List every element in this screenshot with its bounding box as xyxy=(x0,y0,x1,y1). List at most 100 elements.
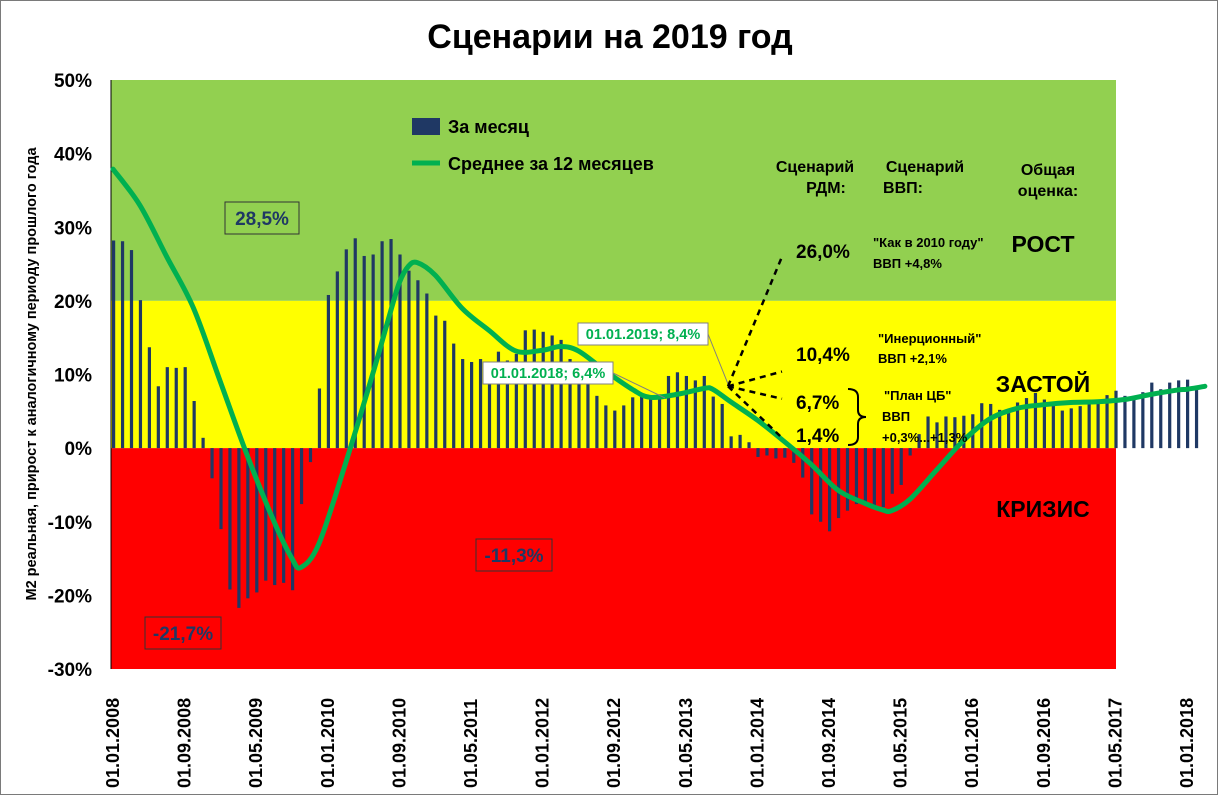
header-rdm-1: Сценарий xyxy=(776,159,854,176)
bar-month xyxy=(1141,392,1145,449)
callout-2019: 01.01.2019; 8,4% xyxy=(586,327,701,343)
bar-month xyxy=(210,448,214,479)
bar-month xyxy=(863,448,867,506)
bar-month xyxy=(1060,410,1064,449)
bar-month xyxy=(1096,401,1100,449)
bar-month xyxy=(487,361,492,449)
bar-month xyxy=(425,293,429,449)
bar-month xyxy=(496,351,501,449)
scenario-rdm-value-4: 1,4% xyxy=(796,426,839,447)
bar-month xyxy=(183,367,187,449)
bar-month xyxy=(720,403,724,449)
scenario-dashed-line-2 xyxy=(727,370,783,388)
legend-line-label: Среднее за 12 месяцев xyxy=(448,154,654,174)
bar-month xyxy=(317,388,322,449)
x-tick-label: 01.05.2017 xyxy=(1105,698,1125,788)
bar-month xyxy=(156,386,160,449)
x-tick-label: 01.09.2010 xyxy=(389,698,409,788)
bar-month xyxy=(291,448,295,591)
bar-month xyxy=(1105,395,1109,449)
bar-month xyxy=(129,250,134,449)
x-tick-label: 01.01.2010 xyxy=(318,698,338,788)
bar-month xyxy=(881,448,885,508)
bar-month xyxy=(201,437,205,449)
bar-month xyxy=(1033,392,1038,449)
bar-month xyxy=(1069,408,1073,449)
bar-month xyxy=(657,394,662,449)
x-tick-label: 01.09.2012 xyxy=(604,698,624,788)
bar-month xyxy=(684,375,688,449)
bar-month xyxy=(568,359,572,449)
bar-month xyxy=(1186,379,1190,449)
bar-month xyxy=(452,343,456,449)
callout-2018: 01.01.2018; 6,4% xyxy=(491,366,606,382)
x-tick-label: 01.01.2014 xyxy=(747,698,767,788)
bar-month xyxy=(353,238,357,449)
y-tick-label: -20% xyxy=(48,586,92,607)
bar-month xyxy=(872,448,876,510)
y-tick-label: 20% xyxy=(54,292,92,313)
bar-month xyxy=(828,448,832,532)
bar-month xyxy=(478,359,483,449)
bar-month xyxy=(138,300,143,449)
bar-month xyxy=(622,405,626,449)
x-tick-label: 01.09.2008 xyxy=(175,698,195,788)
bar-month xyxy=(407,270,411,449)
y-tick-label: 0% xyxy=(65,439,93,460)
x-tick-label: 01.09.2014 xyxy=(819,698,839,788)
bar-month xyxy=(362,255,366,449)
bar-month xyxy=(774,448,778,459)
bar-month xyxy=(908,448,912,456)
bar-month xyxy=(1078,406,1082,449)
bar-month xyxy=(1042,399,1046,449)
bar-month xyxy=(577,375,581,449)
bar-month xyxy=(532,329,536,449)
bar-month xyxy=(738,434,742,449)
bar-month xyxy=(559,339,563,449)
bar-month xyxy=(228,448,232,590)
bar-month xyxy=(1087,403,1091,449)
bar-month xyxy=(702,375,706,449)
bar-month xyxy=(989,403,993,449)
bar-month xyxy=(371,254,375,449)
scenario-dashed-line-3 xyxy=(727,385,783,401)
bar-month xyxy=(926,416,930,449)
bar-month xyxy=(935,422,939,449)
bar-month xyxy=(1123,395,1127,449)
scenario-3-vvp: ВВП xyxy=(882,409,910,424)
scenario-dashed-line-1 xyxy=(726,256,784,387)
bar-month xyxy=(147,347,151,449)
bar-month xyxy=(1024,398,1029,449)
header-vvp-1: Сценарий xyxy=(886,159,964,176)
bar-month xyxy=(505,360,509,449)
header-overall-2: оценка: xyxy=(1018,183,1078,200)
scenario-brace xyxy=(847,388,867,446)
bar-month xyxy=(1177,380,1181,449)
bar-month xyxy=(273,448,277,586)
bar-month xyxy=(962,415,966,449)
x-tick-label: 01.05.2009 xyxy=(246,698,266,788)
bar-month xyxy=(675,372,680,449)
x-tick-label: 01.01.2018 xyxy=(1177,698,1197,788)
bar-month xyxy=(174,367,178,449)
callout-2019-leader xyxy=(707,333,729,385)
bar-month xyxy=(237,448,241,608)
legend-bar-label: За месяц xyxy=(448,117,529,137)
x-tick-label: 01.05.2013 xyxy=(676,698,696,788)
bar-month xyxy=(998,409,1002,449)
bar-month xyxy=(219,448,223,530)
x-tick-label: 01.05.2015 xyxy=(891,698,911,788)
bar-month xyxy=(890,448,894,494)
bar-month xyxy=(586,382,590,449)
y-tick-label: 40% xyxy=(54,145,92,166)
scenario-dashed-line-4 xyxy=(727,385,783,439)
y-tick-label: -30% xyxy=(48,660,92,681)
zone-92d050 xyxy=(111,80,1116,301)
bar-month xyxy=(461,359,465,449)
bar-month xyxy=(165,367,169,449)
bar-month xyxy=(613,410,617,449)
annotation-peak-2010-box xyxy=(224,201,300,235)
scenario-3-vvp-range: +0,3%...+1,3% xyxy=(882,430,968,445)
series-line-12m-average xyxy=(110,166,1208,571)
